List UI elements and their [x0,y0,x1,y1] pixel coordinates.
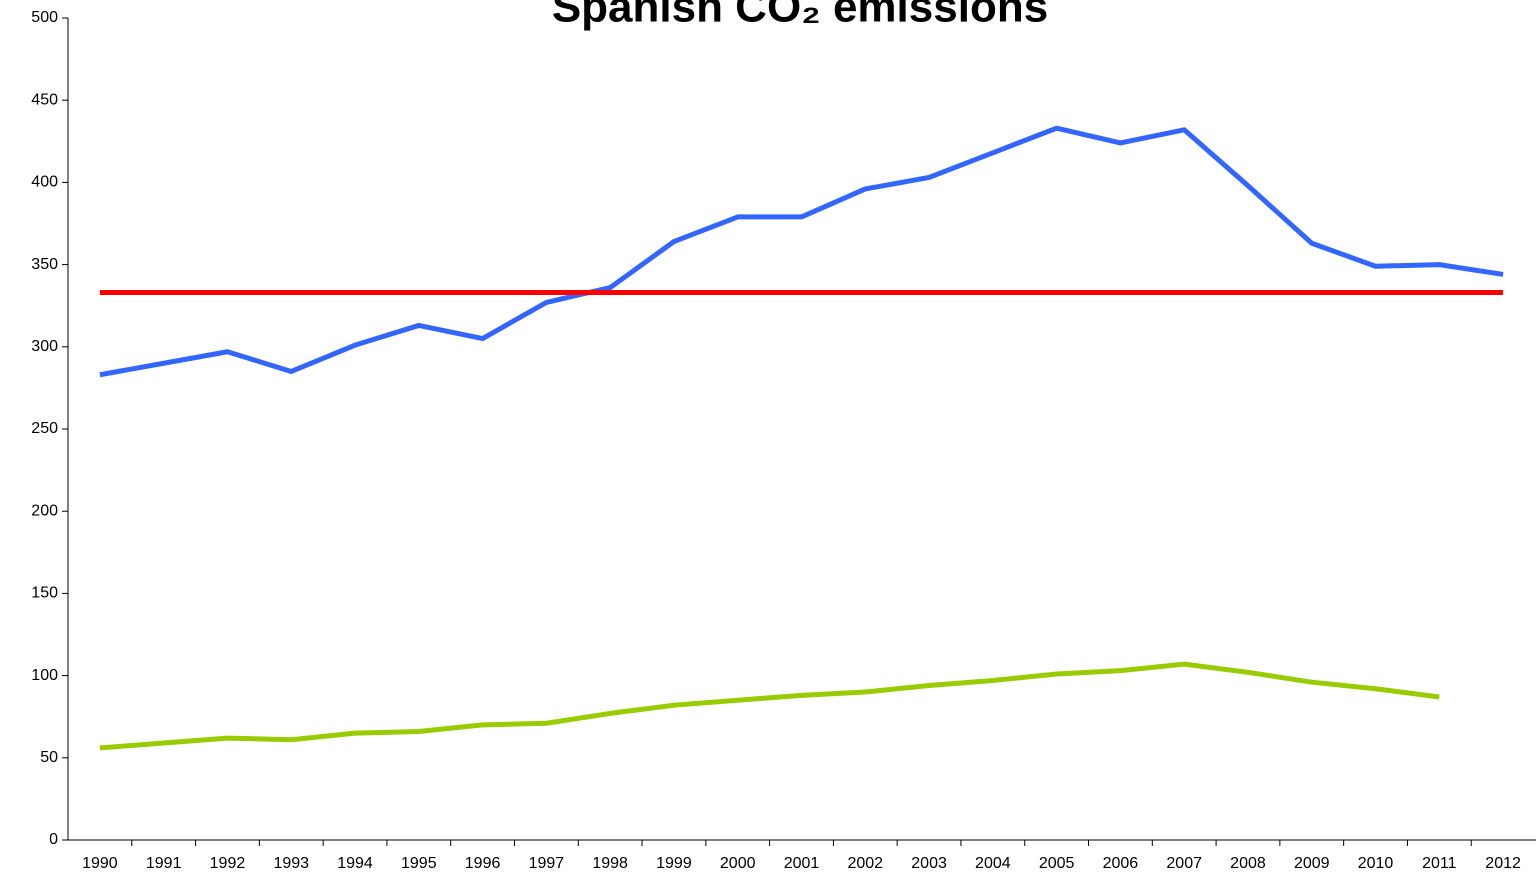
y-tick-label: 100 [31,667,58,684]
x-tick-label: 2007 [1166,855,1202,872]
y-tick-label: 350 [31,256,58,273]
x-tick-label: 2001 [784,855,820,872]
x-tick-label: 2011 [1422,855,1457,872]
y-tick-label: 250 [31,420,58,437]
x-tick-label: 2000 [720,855,756,872]
x-tick-label: 2002 [847,855,883,872]
data-line [99,661,1440,751]
x-tick-label: 1992 [210,855,246,872]
x-tick-label: 2010 [1358,855,1394,872]
y-tick-label: 0 [49,831,58,848]
x-tick-label: 1996 [465,855,501,872]
x-tick-label: 1995 [401,855,437,872]
y-tick-label: 50 [40,749,58,766]
x-tick-label: 1993 [273,855,309,872]
x-tick-label: 1999 [656,855,692,872]
x-tick-label: 2005 [1039,855,1075,872]
x-tick-label: 1998 [592,855,628,872]
data-line [99,125,1504,378]
x-tick-label: 1991 [146,855,182,872]
y-tick-label: 500 [31,9,58,26]
x-tick-label: 2012 [1485,855,1521,872]
x-tick-label: 1994 [337,855,373,872]
x-tick-label: 1997 [529,855,565,872]
x-tick-label: 2006 [1103,855,1139,872]
y-tick-label: 400 [31,174,58,191]
x-tick-label: 2008 [1230,855,1266,872]
y-tick-label: 200 [31,502,58,519]
x-tick-label: 2004 [975,855,1011,872]
y-tick-label: 150 [31,585,58,602]
y-tick-label: 450 [31,91,58,108]
chart-title: Spanish CO₂ emissions [552,0,1048,32]
x-tick-label: 2009 [1294,855,1330,872]
y-tick-label: 300 [31,338,58,355]
x-tick-label: 1990 [82,855,118,872]
x-tick-label: 2003 [911,855,947,872]
